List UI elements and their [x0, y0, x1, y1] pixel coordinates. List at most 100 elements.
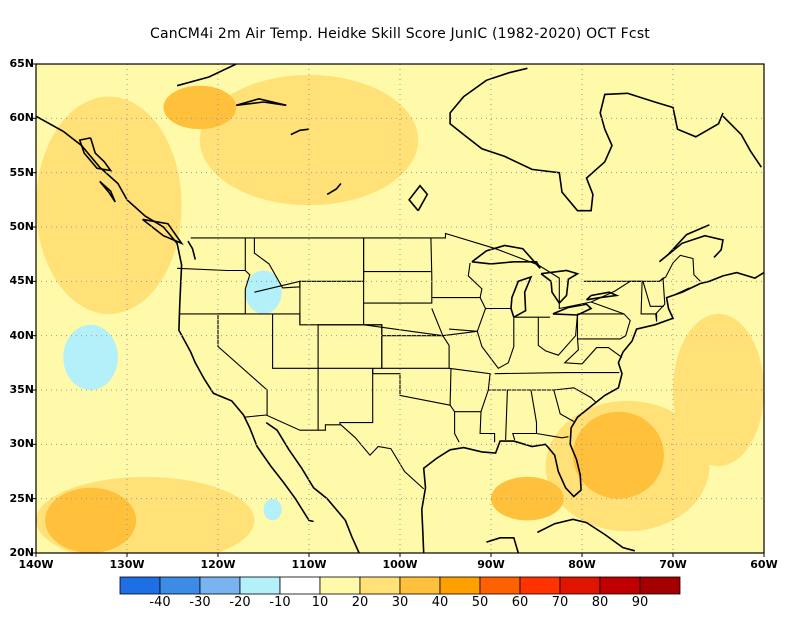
border-line: [190, 232, 701, 310]
coastline: [235, 97, 287, 107]
border-line: [454, 411, 496, 443]
border-line: [254, 280, 301, 325]
colorbar-swatch: [439, 576, 481, 595]
lat-tick-label: 60N: [9, 111, 34, 125]
border-line: [363, 303, 444, 337]
colorbar-label: -20: [229, 595, 251, 610]
lon-tick-label: 70W: [659, 558, 687, 571]
coastline: [722, 115, 762, 168]
lat-tick-label: 50N: [9, 220, 34, 233]
border-line: [642, 281, 664, 307]
border-line: [494, 372, 620, 375]
lat-tick-label: 35N: [9, 383, 34, 396]
border-line: [563, 338, 623, 365]
border-line: [339, 368, 374, 425]
coastline: [78, 137, 113, 172]
colorbar-swatch: [279, 576, 321, 595]
coastline: [471, 244, 541, 269]
border-line: [253, 237, 365, 289]
lat-tick-label: 65N: [9, 57, 34, 70]
border-line: [363, 237, 433, 304]
colorbar-label: 40: [431, 595, 449, 610]
coastline: [449, 67, 528, 136]
border-line: [488, 387, 596, 403]
border-line: [317, 324, 383, 369]
colorbar-label: -30: [189, 595, 211, 610]
chart-title: CanCM4i 2m Air Temp. Heidke Skill Score …: [149, 26, 650, 42]
colorbar-label: 10: [311, 595, 329, 610]
border-line: [590, 301, 625, 315]
colorbar-swatch: [359, 576, 401, 595]
skill-region: [63, 324, 118, 390]
colorbar-label: 50: [471, 595, 489, 610]
skill-region: [45, 487, 137, 553]
border-line: [553, 389, 575, 422]
lon-tick-label: 100W: [382, 558, 418, 571]
coastline: [176, 64, 237, 87]
border-line: [217, 237, 268, 415]
coastline: [290, 128, 310, 136]
coastline: [265, 421, 360, 553]
colorbar-swatch: [519, 576, 561, 595]
colorbar-swatch: [319, 576, 361, 595]
colorbar-label: 20: [351, 595, 369, 610]
skill-region: [36, 96, 182, 314]
lat-tick-label: 25N: [9, 491, 34, 505]
lat-tick-label: 30N: [9, 437, 34, 451]
colorbar-swatch: [159, 576, 201, 595]
coastline: [658, 224, 724, 263]
border-line: [505, 389, 508, 441]
colorbar-swatch: [599, 576, 641, 595]
coastline: [463, 92, 724, 212]
border-line: [467, 262, 483, 298]
border-line: [244, 414, 425, 490]
coastline: [486, 537, 520, 553]
lat-tick-label: 40N: [9, 328, 34, 342]
colorbar-label: -10: [269, 595, 291, 610]
border-line: [449, 404, 460, 443]
lon-tick-label: 110W: [291, 558, 327, 571]
coastline: [187, 240, 197, 260]
colorbar-swatch: [559, 576, 601, 595]
colorbar-swatch: [479, 576, 521, 595]
colorbar-swatch: [639, 576, 681, 595]
colorbar-swatch: [199, 576, 241, 595]
coastline: [408, 184, 429, 212]
skill-region: [245, 270, 282, 314]
colorbar-label: 80: [591, 595, 609, 610]
lat-tick-label: 20N: [9, 546, 34, 559]
skill-region: [572, 411, 664, 499]
border-line: [449, 367, 491, 412]
colorbar-label: 90: [631, 595, 649, 610]
skill-region: [199, 74, 419, 206]
lon-tick-label: 80W: [568, 558, 596, 571]
skill-region: [491, 476, 564, 521]
border-line: [177, 267, 246, 272]
border-line: [672, 287, 690, 296]
colorbar-label: 30: [391, 595, 409, 610]
colorbar-label: 70: [551, 595, 569, 610]
coastline: [510, 275, 533, 318]
lon-tick-label: 120W: [200, 558, 236, 571]
coastline: [537, 518, 636, 552]
colorbar-label: -40: [149, 595, 171, 610]
lon-tick-label: 130W: [109, 558, 145, 571]
colorbar-label: 60: [511, 595, 529, 610]
lon-tick-label: 140W: [18, 558, 54, 571]
colorbar-swatch: [239, 576, 281, 595]
lat-tick-label: 55N: [9, 165, 34, 179]
coastline: [142, 218, 184, 246]
border-line: [536, 432, 569, 439]
coastline: [585, 291, 620, 301]
coastline: [99, 180, 116, 203]
colorbar-swatch: [399, 576, 441, 595]
coastline: [36, 115, 314, 523]
lat-tick-label: 45N: [9, 274, 34, 288]
border-line: [476, 317, 515, 370]
lon-tick-label: 60W: [750, 558, 778, 571]
coastline: [552, 303, 593, 316]
coastline: [326, 182, 342, 196]
border-line: [583, 276, 666, 322]
colorbar-swatch: [119, 576, 161, 595]
